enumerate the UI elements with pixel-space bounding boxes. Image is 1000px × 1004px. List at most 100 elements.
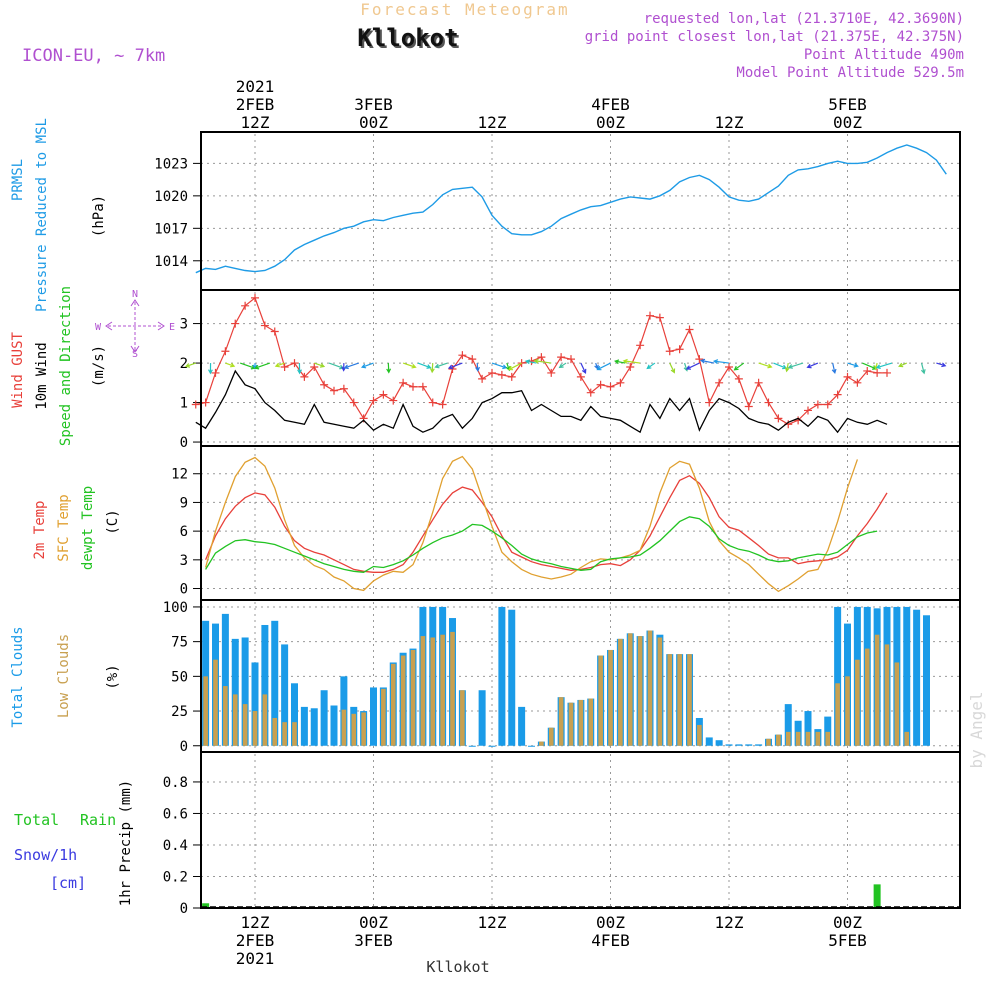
- low-cloud-bar: [242, 704, 248, 746]
- wind-arrow-icon: [184, 362, 196, 368]
- wind-arrow-icon: [314, 362, 326, 368]
- wind-arrow-icon: [386, 363, 392, 374]
- compass-icon: N S W E: [95, 289, 175, 360]
- cloud-unit: (%): [105, 664, 121, 689]
- gust-marker: [586, 388, 595, 397]
- top-time-label: 12Z: [715, 113, 744, 132]
- bottom-time-label: 00Z: [359, 913, 388, 932]
- wind-arrow-icon: [787, 362, 804, 369]
- compass-e: E: [169, 322, 175, 333]
- gust-marker: [665, 347, 674, 356]
- gust-marker: [873, 368, 882, 377]
- gust-marker: [547, 368, 556, 377]
- low-cloud-bar: [874, 634, 880, 746]
- wind-arrow-icon: [533, 358, 552, 364]
- wind-arrow-icon: [936, 362, 947, 368]
- total-cloud-bar: [468, 745, 476, 747]
- low-cloud-bar: [805, 731, 811, 746]
- panel-precipitation: 0 0.2 0.4 0.6 0.8: [163, 754, 960, 917]
- gust-marker: [379, 390, 388, 399]
- gust-marker: [813, 400, 822, 409]
- low-cloud-bar: [252, 711, 258, 746]
- low-clouds-label: Low Clouds: [56, 634, 72, 718]
- gust-marker: [537, 353, 546, 362]
- y-tick-label: 100: [163, 600, 188, 616]
- gust-marker: [725, 363, 733, 372]
- total-cloud-bar: [913, 609, 921, 746]
- low-cloud-bar: [618, 638, 623, 746]
- gust-marker: [241, 301, 250, 310]
- y-tick-label: 9: [180, 495, 188, 511]
- low-cloud-bar: [460, 690, 465, 746]
- snow-label: Snow/1h: [14, 846, 77, 864]
- panel-wind: 0 1 2 3: [180, 292, 960, 451]
- dewpt-line: [205, 516, 878, 573]
- gust-marker: [843, 372, 852, 381]
- y-tick-label: 12: [171, 467, 188, 483]
- footer-station: Kllokot: [426, 958, 489, 976]
- wind-arrow-icon: [622, 358, 641, 364]
- gust-marker: [744, 402, 753, 411]
- gust-marker: [290, 359, 299, 368]
- low-cloud-bar: [262, 694, 268, 746]
- total-cloud-bar: [784, 704, 792, 746]
- low-cloud-bar: [410, 649, 416, 746]
- pressure-unit: (hPa): [91, 195, 107, 237]
- low-cloud-bar: [845, 676, 850, 746]
- gust-marker: [507, 372, 516, 381]
- top-time-label: 00Z: [833, 113, 862, 132]
- wind-unit: (m/s): [91, 345, 107, 387]
- panel-frame: [200, 751, 961, 909]
- y-tick-label: 1014: [154, 254, 188, 270]
- y-tick-label: 3: [180, 317, 188, 333]
- total-cloud-bar: [310, 708, 318, 746]
- gust-marker: [557, 353, 566, 362]
- y-tick-label: 6: [180, 524, 188, 540]
- wind-arrow-icon: [558, 362, 567, 369]
- gust-marker: [270, 327, 279, 336]
- total-cloud-bar: [518, 706, 526, 746]
- low-cloud-bar: [657, 637, 663, 746]
- bottom-time-label: 12Z: [715, 913, 744, 932]
- total-cloud-bar: [745, 744, 753, 746]
- wind-arrow-icon: [831, 362, 837, 375]
- low-cloud-bar: [825, 731, 831, 746]
- total-cloud-bar: [508, 609, 516, 746]
- low-cloud-bar: [815, 731, 821, 746]
- top-time-label: 2021: [236, 77, 275, 96]
- wind-arrow-icon: [847, 362, 859, 368]
- y-tick-label: 0.6: [163, 806, 188, 822]
- gust-marker: [349, 398, 358, 407]
- station-title: Kllokot: [357, 24, 458, 52]
- speed-dir-label: Speed and Direction: [58, 286, 74, 446]
- total-cloud-bar: [705, 737, 713, 746]
- y-tick-label: 0.2: [163, 869, 188, 885]
- sfc-label: SFC Temp: [56, 494, 72, 561]
- low-cloud-bar: [568, 702, 574, 746]
- total-cloud-bar: [231, 638, 239, 746]
- low-cloud-bar: [548, 727, 554, 746]
- wind-arrow-icon: [328, 362, 345, 370]
- wind-arrow-icon: [898, 362, 907, 368]
- low-cloud-bar: [864, 648, 870, 746]
- gust-marker: [626, 363, 635, 372]
- panel-pressure: 1014 1017 1020 1023: [154, 134, 960, 288]
- pressure-labels: PRMSL Pressure Reduced to MSL (hPa): [10, 118, 107, 312]
- wind-arrow-icon: [862, 362, 878, 370]
- total-cloud-bar: [834, 606, 842, 746]
- gust-marker: [251, 293, 259, 302]
- gust-marker: [734, 374, 743, 383]
- wind-arrow-icon: [524, 359, 537, 365]
- total-cloud-bar: [330, 705, 338, 746]
- y-tick-label: 1017: [154, 221, 188, 237]
- y-tick-label: 3: [180, 553, 188, 569]
- wind-arrow-icon: [297, 363, 303, 375]
- gust-marker: [655, 313, 664, 322]
- wind-arrow-icon: [417, 362, 432, 369]
- gust-marker: [497, 370, 506, 379]
- dewpt-label: dewpt Temp: [80, 486, 96, 570]
- total-cloud-bar: [281, 644, 289, 746]
- total-clouds-label: Total Clouds: [10, 626, 26, 727]
- low-cloud-bar: [855, 659, 860, 746]
